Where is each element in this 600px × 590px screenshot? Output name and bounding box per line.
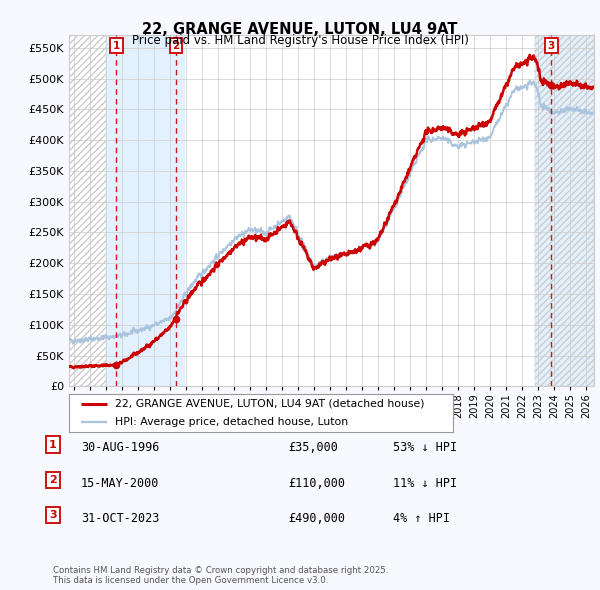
- Text: 3: 3: [548, 41, 555, 51]
- Text: 30-AUG-1996: 30-AUG-1996: [81, 441, 160, 454]
- Text: 15-MAY-2000: 15-MAY-2000: [81, 477, 160, 490]
- Text: 31-OCT-2023: 31-OCT-2023: [81, 512, 160, 525]
- Text: 22, GRANGE AVENUE, LUTON, LU4 9AT: 22, GRANGE AVENUE, LUTON, LU4 9AT: [142, 22, 458, 37]
- Bar: [535, 35, 594, 386]
- Bar: [69, 35, 106, 386]
- Text: 1: 1: [113, 41, 120, 51]
- Text: 2: 2: [49, 475, 56, 485]
- Text: £110,000: £110,000: [288, 477, 345, 490]
- Text: 22, GRANGE AVENUE, LUTON, LU4 9AT (detached house): 22, GRANGE AVENUE, LUTON, LU4 9AT (detac…: [115, 399, 425, 409]
- Text: 11% ↓ HPI: 11% ↓ HPI: [393, 477, 457, 490]
- Bar: [69, 35, 106, 386]
- Text: £35,000: £35,000: [288, 441, 338, 454]
- Text: £490,000: £490,000: [288, 512, 345, 525]
- Text: 2: 2: [172, 41, 179, 51]
- Text: Contains HM Land Registry data © Crown copyright and database right 2025.
This d: Contains HM Land Registry data © Crown c…: [53, 566, 388, 585]
- Text: 53% ↓ HPI: 53% ↓ HPI: [393, 441, 457, 454]
- Text: 1: 1: [49, 440, 56, 450]
- Text: 3: 3: [49, 510, 56, 520]
- Bar: [106, 35, 184, 386]
- Text: Price paid vs. HM Land Registry's House Price Index (HPI): Price paid vs. HM Land Registry's House …: [131, 34, 469, 47]
- Text: HPI: Average price, detached house, Luton: HPI: Average price, detached house, Luto…: [115, 417, 348, 427]
- Bar: [535, 35, 594, 386]
- Text: 4% ↑ HPI: 4% ↑ HPI: [393, 512, 450, 525]
